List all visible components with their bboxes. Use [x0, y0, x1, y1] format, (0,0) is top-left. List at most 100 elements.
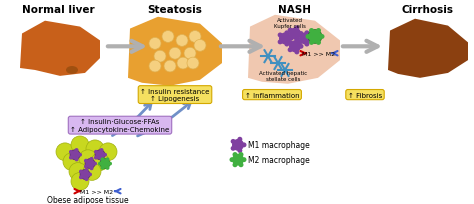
Circle shape — [100, 158, 103, 162]
Polygon shape — [388, 20, 468, 79]
Circle shape — [238, 152, 244, 157]
Circle shape — [289, 41, 301, 53]
Circle shape — [176, 35, 188, 47]
Circle shape — [86, 140, 104, 158]
Circle shape — [93, 162, 97, 166]
Text: M2 macrophage: M2 macrophage — [248, 155, 310, 164]
Circle shape — [289, 28, 301, 40]
Circle shape — [169, 48, 181, 60]
Circle shape — [241, 157, 246, 162]
Circle shape — [74, 148, 79, 152]
Circle shape — [100, 166, 104, 170]
Text: Obese adipose tissue: Obese adipose tissue — [47, 195, 129, 204]
Circle shape — [79, 170, 83, 174]
Circle shape — [237, 148, 242, 153]
Circle shape — [278, 33, 283, 38]
Circle shape — [294, 39, 300, 44]
Circle shape — [319, 35, 325, 40]
Circle shape — [194, 40, 206, 52]
Circle shape — [298, 33, 302, 38]
Circle shape — [316, 29, 321, 34]
Circle shape — [99, 143, 117, 161]
Circle shape — [71, 136, 89, 154]
Circle shape — [238, 163, 244, 167]
Circle shape — [94, 156, 98, 160]
Circle shape — [98, 162, 102, 166]
Circle shape — [56, 143, 74, 161]
Circle shape — [232, 154, 244, 166]
Circle shape — [304, 31, 310, 36]
Circle shape — [266, 55, 270, 59]
Circle shape — [231, 146, 236, 151]
Text: ↑ Insulin resistance
↑ Lipogenesis: ↑ Insulin resistance ↑ Lipogenesis — [140, 88, 210, 102]
Circle shape — [184, 48, 196, 60]
Circle shape — [233, 163, 237, 167]
Polygon shape — [128, 18, 222, 86]
Circle shape — [69, 163, 87, 181]
Text: Normal liver: Normal liver — [22, 5, 94, 15]
Circle shape — [276, 62, 280, 66]
Circle shape — [241, 143, 246, 148]
Circle shape — [154, 51, 166, 63]
Ellipse shape — [66, 67, 78, 74]
Circle shape — [106, 166, 109, 170]
Circle shape — [88, 173, 92, 176]
Circle shape — [304, 42, 310, 47]
Text: NASH: NASH — [279, 5, 311, 15]
Circle shape — [294, 26, 300, 31]
Circle shape — [288, 35, 292, 40]
Circle shape — [100, 159, 110, 169]
Circle shape — [294, 38, 300, 42]
Circle shape — [69, 150, 73, 154]
Circle shape — [233, 152, 237, 157]
Circle shape — [84, 177, 89, 181]
Circle shape — [149, 38, 161, 50]
Circle shape — [84, 168, 89, 172]
Circle shape — [189, 31, 201, 43]
Text: M1 >> M2: M1 >> M2 — [81, 189, 114, 194]
Circle shape — [63, 153, 81, 171]
Text: Activated hepatic
stellate cells: Activated hepatic stellate cells — [259, 71, 307, 82]
Circle shape — [162, 31, 174, 43]
Circle shape — [164, 61, 176, 73]
Circle shape — [103, 153, 107, 157]
Circle shape — [232, 139, 244, 151]
Circle shape — [231, 139, 236, 144]
Circle shape — [237, 137, 242, 142]
Text: Cirrhosis: Cirrhosis — [402, 5, 454, 15]
Circle shape — [288, 41, 292, 46]
Circle shape — [70, 150, 80, 160]
Circle shape — [294, 50, 300, 55]
Circle shape — [299, 32, 303, 37]
Circle shape — [80, 170, 90, 180]
Text: M1 >> M2: M1 >> M2 — [302, 51, 336, 57]
Circle shape — [298, 40, 302, 45]
Circle shape — [79, 150, 97, 168]
Circle shape — [316, 41, 321, 46]
Circle shape — [95, 150, 105, 160]
Circle shape — [149, 61, 161, 73]
Circle shape — [309, 41, 314, 46]
Text: Activated
Kupfer cells: Activated Kupfer cells — [274, 18, 306, 29]
Circle shape — [299, 33, 311, 45]
Circle shape — [85, 159, 95, 169]
Circle shape — [90, 157, 93, 161]
Circle shape — [69, 156, 73, 160]
Text: M1 macrophage: M1 macrophage — [248, 141, 310, 150]
Text: ↑ Inflammation: ↑ Inflammation — [245, 92, 299, 98]
Circle shape — [83, 163, 101, 181]
Circle shape — [90, 166, 93, 170]
Circle shape — [79, 175, 83, 179]
Text: Steatosis: Steatosis — [147, 5, 202, 15]
Circle shape — [289, 37, 293, 42]
Circle shape — [106, 157, 109, 162]
Circle shape — [91, 153, 109, 171]
Circle shape — [84, 159, 88, 163]
Circle shape — [229, 157, 235, 162]
Text: ↑ Insulin·Glucose·FFAs
↑ Adipocytokine·Chemokine: ↑ Insulin·Glucose·FFAs ↑ Adipocytokine·C… — [70, 119, 170, 132]
Circle shape — [284, 31, 289, 36]
Circle shape — [187, 58, 199, 70]
Circle shape — [177, 58, 189, 70]
Circle shape — [278, 40, 283, 45]
Text: ↑ Fibrosis: ↑ Fibrosis — [348, 92, 382, 98]
